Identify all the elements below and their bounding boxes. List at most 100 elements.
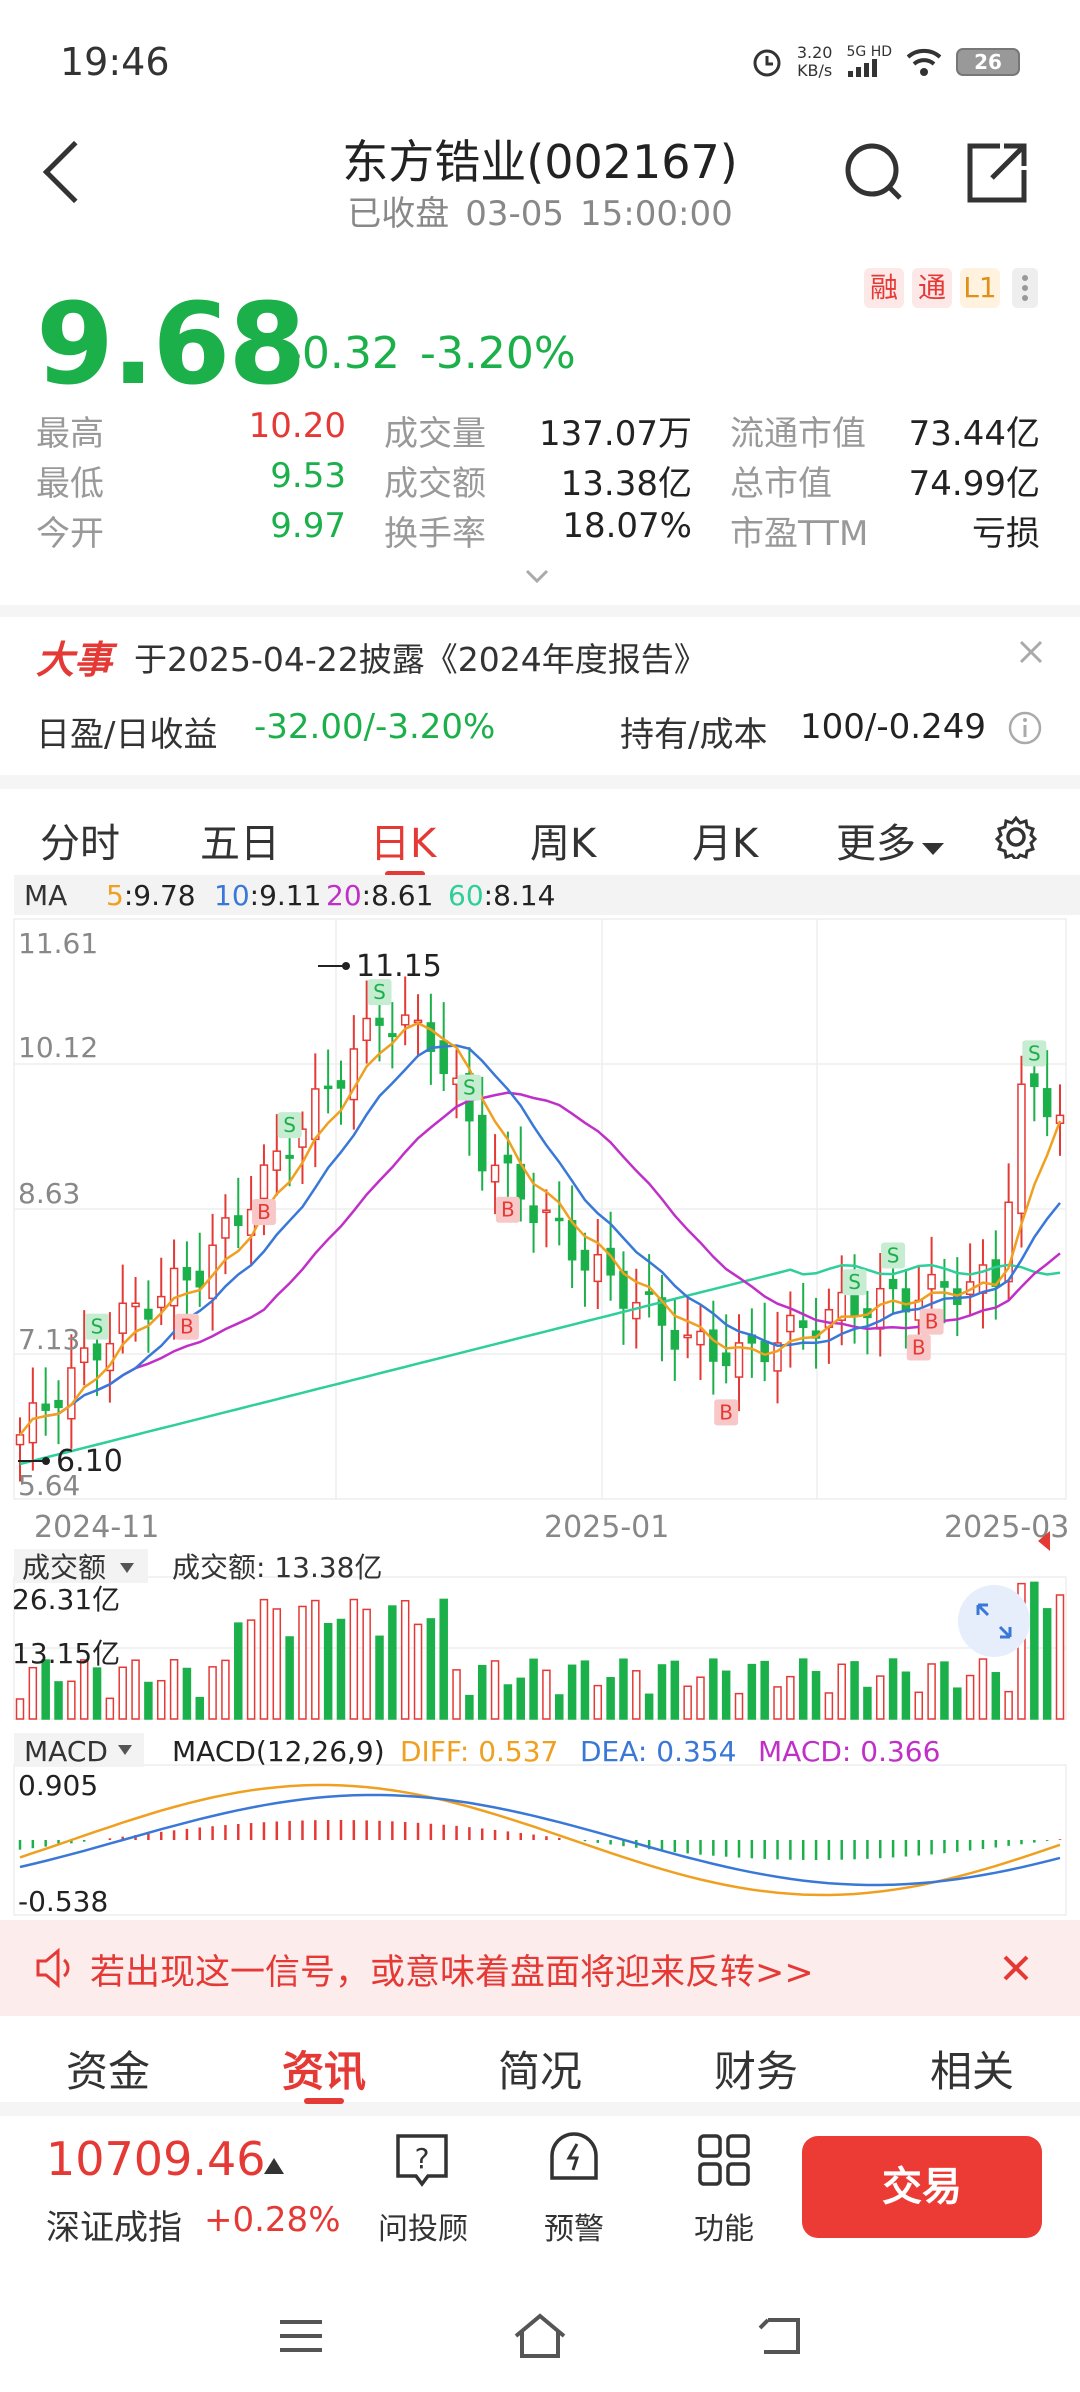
function-label[interactable]: 功能	[694, 2212, 754, 2247]
candle-body	[1042, 1088, 1052, 1118]
candle-body	[15, 1434, 25, 1446]
tab-monthly-k[interactable]: 月K	[692, 821, 759, 867]
connect-tag[interactable]: 通	[912, 268, 952, 308]
candle-body	[144, 1308, 153, 1320]
candle-body	[362, 1017, 371, 1042]
search-icon[interactable]	[840, 138, 910, 208]
menu-icon[interactable]	[276, 2316, 326, 2356]
candle-body	[721, 1352, 731, 1367]
level1-tag[interactable]: L1	[960, 268, 1000, 308]
stock-header: 东方锆业(002167) 已收盘 03-05 15:00:00	[0, 120, 1080, 250]
volume-y-mid: 13.15亿	[12, 1637, 120, 1670]
info-icon[interactable]	[1008, 711, 1042, 745]
banner-close-icon[interactable]	[1002, 1954, 1030, 1982]
candle-body	[67, 1367, 76, 1420]
tab-five-day[interactable]: 五日	[200, 821, 280, 867]
candle-body	[105, 1342, 115, 1372]
stat-value-low: 9.53	[270, 456, 346, 496]
volume-bar	[670, 1660, 680, 1720]
candle-body	[696, 1330, 705, 1346]
volume-bar	[734, 1692, 744, 1720]
ma5-legend: 5:9.78	[106, 879, 196, 912]
tab-related[interactable]: 相关	[930, 2047, 1015, 2096]
stat-label-high: 最高	[36, 414, 104, 454]
advisor-icon[interactable]: ?	[392, 2130, 452, 2190]
trade-mark-text: B	[912, 1336, 926, 1360]
stat-value-total-cap: 74.99亿	[908, 464, 1040, 504]
settings-gear-icon[interactable]	[994, 815, 1038, 859]
index-up-arrow-icon	[264, 2158, 284, 2174]
tab-finance[interactable]: 财务	[714, 2047, 799, 2096]
candle-body	[156, 1295, 166, 1309]
trade-mark-text: B	[719, 1400, 733, 1424]
buy-mark	[906, 1334, 931, 1361]
sell-mark	[842, 1269, 867, 1296]
alert-icon[interactable]	[544, 2130, 604, 2190]
volume-bar	[798, 1658, 808, 1720]
trade-mark-text: S	[887, 1243, 900, 1267]
candle-body	[349, 1048, 359, 1101]
candle-body	[311, 1088, 320, 1141]
banner-text: 若出现这一信号，或意味着盘面将迎来反转>>	[90, 1953, 814, 1993]
volume-bar	[953, 1687, 962, 1720]
candle-body	[798, 1320, 808, 1329]
more-vertical-icon[interactable]	[1012, 268, 1038, 308]
volume-bar	[503, 1684, 513, 1720]
volume-bar	[644, 1693, 654, 1720]
tab-funds[interactable]: 资金	[66, 2047, 151, 2096]
candle-body	[619, 1270, 628, 1309]
high-mark-label: 11.15	[356, 949, 442, 984]
expand-chevron-icon[interactable]	[524, 568, 550, 584]
tab-weekly-k[interactable]: 周K	[530, 821, 597, 867]
trade-button[interactable]: 交易	[802, 2136, 1042, 2238]
candle-body	[182, 1267, 192, 1281]
stat-label-turnover: 换手率	[384, 514, 486, 554]
buy-mark	[919, 1308, 944, 1335]
event-notice[interactable]: 大事 于2025-04-22披露《2024年度报告》	[0, 605, 1080, 685]
volume-bar	[580, 1660, 590, 1720]
battery-indicator: 26	[956, 48, 1020, 76]
margin-tag[interactable]: 融	[864, 268, 904, 308]
volume-bar	[1004, 1690, 1013, 1720]
candle-body	[837, 1291, 846, 1321]
volume-bar	[92, 1667, 102, 1720]
volume-bar	[875, 1675, 885, 1720]
volume-bar	[773, 1686, 782, 1720]
ma-label: MA	[24, 879, 68, 912]
back-nav-icon[interactable]	[754, 2314, 804, 2356]
low-mark-label: 6.10	[56, 1444, 123, 1479]
tab-more[interactable]: 更多	[836, 811, 946, 869]
y-label-0: 11.61	[18, 927, 98, 960]
tab-profile[interactable]: 简况	[498, 2047, 583, 2096]
volume-bar	[388, 1605, 397, 1720]
volume-bar	[888, 1658, 898, 1720]
tab-daily-k[interactable]: 日K	[370, 821, 437, 867]
ma10-legend: 10:9.11	[214, 879, 322, 912]
close-icon[interactable]	[1018, 639, 1044, 665]
event-badge: 大事	[36, 638, 113, 682]
info-tab-indicator	[304, 2098, 344, 2104]
stat-value-amount: 13.38亿	[560, 464, 692, 504]
system-nav-bar	[0, 2280, 1080, 2392]
candle-body	[221, 1217, 230, 1239]
stat-label-volume: 成交量	[384, 414, 486, 454]
tab-intraday[interactable]: 分时	[40, 821, 120, 867]
volume-bar	[901, 1671, 911, 1720]
home-icon[interactable]	[510, 2310, 570, 2360]
volume-bar	[195, 1696, 205, 1720]
volume-bar	[850, 1661, 859, 1720]
signal-banner[interactable]: 若出现这一信号，或意味着盘面将迎来反转>>	[0, 1920, 1080, 2016]
y-label-4: 5.64	[18, 1469, 80, 1502]
fullscreen-icon[interactable]	[976, 1603, 1012, 1639]
volume-bar	[131, 1659, 140, 1720]
tab-news[interactable]: 资讯	[282, 2047, 367, 2096]
share-icon[interactable]	[962, 138, 1032, 208]
candle-body	[490, 1164, 500, 1183]
alert-label[interactable]: 预警	[544, 2212, 604, 2247]
ma60-legend: 60:8.14	[448, 879, 556, 912]
advisor-label[interactable]: 问投顾	[378, 2212, 468, 2247]
index-value[interactable]: 10709.46	[46, 2132, 266, 2186]
function-grid-icon[interactable]	[694, 2130, 754, 2190]
candle-body	[632, 1301, 641, 1320]
